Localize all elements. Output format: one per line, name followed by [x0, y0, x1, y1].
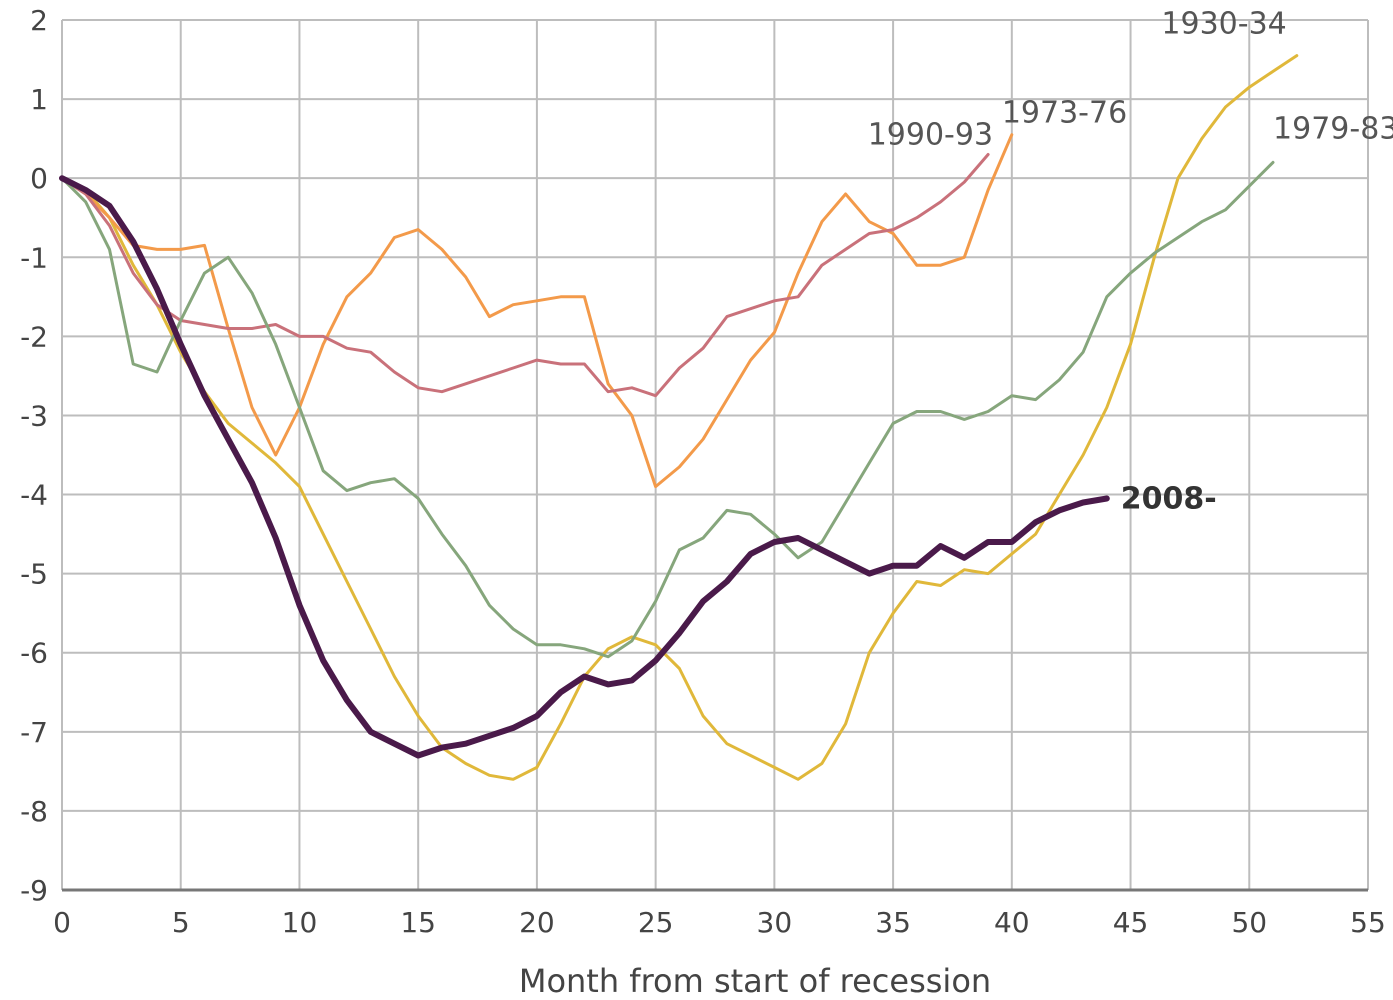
x-tick-label-5: 5 — [172, 906, 190, 939]
x-tick-label-25: 25 — [638, 906, 674, 939]
x-tick-label-20: 20 — [519, 906, 555, 939]
y-tick-label--8: -8 — [20, 795, 48, 828]
x-axis-label: Month from start of recession — [519, 962, 991, 1000]
y-tick-label--6: -6 — [20, 637, 48, 670]
y-tick-label--5: -5 — [20, 558, 48, 591]
series-line-1990-93 — [60, 153, 990, 398]
y-tick-label--2: -2 — [20, 320, 48, 353]
y-tick-label--3: -3 — [20, 399, 48, 432]
series-line-1973-76 — [60, 133, 1014, 489]
series-label-1930-34: 1930-34 — [1161, 7, 1286, 42]
series-labels: 1930-34 1973-76 1990-93 1979-83 2008- — [868, 7, 1393, 517]
y-tick-label--1: -1 — [20, 241, 48, 274]
series-label-2008-: 2008- — [1121, 482, 1217, 517]
grid — [61, 19, 1369, 891]
y-tick-label-1: 1 — [30, 83, 48, 116]
x-tick-label-55: 55 — [1350, 906, 1386, 939]
y-tick-labels: 2 1 0 -1 -2 -3 -4 -5 -6 -7 -8 -9 — [20, 4, 48, 907]
series-label-1979-83: 1979-83 — [1273, 111, 1393, 146]
x-tick-label-45: 45 — [1113, 906, 1149, 939]
x-tick-label-35: 35 — [875, 906, 911, 939]
y-tick-label--9: -9 — [20, 874, 48, 907]
series-line-1979-83 — [60, 160, 1275, 659]
series-label-1973-76: 1973-76 — [1002, 96, 1127, 131]
y-tick-label--4: -4 — [20, 479, 48, 512]
x-tick-label-0: 0 — [53, 906, 71, 939]
x-tick-label-40: 40 — [994, 906, 1030, 939]
x-tick-label-15: 15 — [400, 906, 436, 939]
series-line-2008- — [59, 175, 1110, 759]
series-label-1990-93: 1990-93 — [868, 117, 993, 152]
x-tick-label-30: 30 — [757, 906, 793, 939]
y-tick-label--7: -7 — [20, 716, 48, 749]
x-tick-labels: 0 5 10 15 20 25 30 35 40 45 50 55 — [53, 906, 1386, 939]
y-tick-label-2: 2 — [30, 4, 48, 37]
series-line-1930-34 — [60, 54, 1299, 781]
x-tick-label-10: 10 — [282, 906, 318, 939]
y-tick-label-0: 0 — [30, 162, 48, 195]
series-lines — [59, 54, 1299, 781]
x-tick-label-50: 50 — [1231, 906, 1267, 939]
